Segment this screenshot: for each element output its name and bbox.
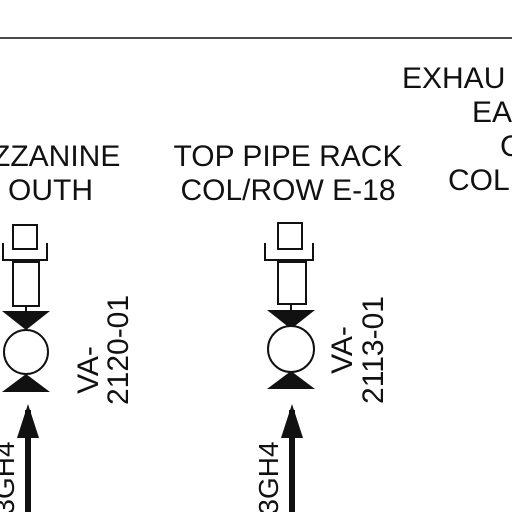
valve-bottom-triangle: [267, 371, 315, 389]
actuator-head: [277, 222, 303, 250]
right-title-line-3: C: [500, 130, 512, 163]
valve-top-triangle: [2, 311, 50, 330]
valve-body-circle: [267, 325, 315, 373]
valve-tag-number-middle: 2113-01: [357, 296, 390, 404]
right-title-line-2: EA: [472, 96, 512, 129]
right-title-line-4: COL: [448, 164, 510, 197]
line-tag-middle: 3GH4: [253, 441, 284, 512]
flow-arrow-left: [17, 404, 39, 438]
actuator-head: [12, 224, 38, 250]
valve-tag-prefix-left: VA-: [72, 346, 105, 394]
line-tag-left: 3GH4: [0, 441, 20, 512]
valve-tag-number-left: 2120-01: [102, 295, 135, 405]
mid-title-line-1: TOP PIPE RACK: [174, 140, 403, 173]
valve-assembly-left: [2, 224, 50, 512]
actuator-bracket: [264, 243, 314, 261]
valve-top-triangle: [267, 310, 315, 329]
actuator-body: [12, 261, 40, 307]
valve-bottom-triangle: [2, 374, 50, 392]
actuator-body: [277, 261, 307, 305]
actuator-bracket: [2, 243, 48, 261]
valve-body-circle: [3, 329, 49, 375]
left-title-line-2: OUTH: [8, 174, 93, 207]
valve-assembly-middle: [264, 222, 315, 512]
flow-arrow-middle: [281, 404, 303, 438]
valve-tag-prefix-middle: VA-: [326, 326, 359, 374]
left-title-line-1: ZZANINE: [0, 140, 120, 173]
right-title-line-1: EXHAU: [402, 62, 505, 95]
mid-title-line-2: COL/ROW E-18: [180, 174, 395, 207]
